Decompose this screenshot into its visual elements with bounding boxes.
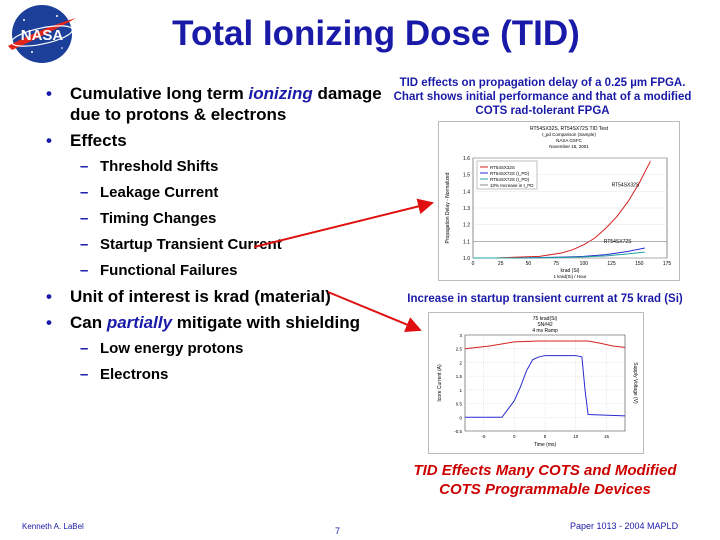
y-tick-label: 1.5 <box>463 173 470 179</box>
bullet-shielding: • Can partially mitigate with shielding <box>46 313 361 332</box>
series-line-voltage <box>464 340 626 350</box>
sub-bullet: – Threshold Shifts <box>80 158 219 175</box>
slide-title: Total Ionizing Dose (TID) <box>172 14 580 53</box>
bullet-list: • Cumulative long term ionizing damage d… <box>38 83 383 390</box>
y-tick-label: 3 <box>459 333 462 338</box>
x-tick-label: 75 <box>553 261 559 267</box>
bullet-effects: • Effects <box>46 131 127 150</box>
y-tick-label: 2 <box>459 360 462 365</box>
sub-bullet: – Electrons <box>80 366 169 383</box>
annotation-label: RT54SX32S <box>612 182 640 188</box>
sub-bullet: – Startup Transient Current <box>80 236 282 253</box>
y-axis-label: Icore Current (A) <box>437 364 443 402</box>
y-tick-label: 1.3 <box>463 206 470 212</box>
series-line-1 <box>473 161 651 259</box>
y-axis-label-2: Supply Voltage (V) <box>632 362 638 404</box>
chart-title: RT54SX32S, RT54SX72S TID Test <box>530 126 609 132</box>
y-tick-label: 1.1 <box>463 239 470 245</box>
x-axis-label-2: 1 krad(Si) / Hour <box>553 274 587 279</box>
y-tick-label: 1.5 <box>456 374 463 379</box>
footer-page-number: 7 <box>335 526 341 536</box>
x-tick-label: 0 <box>472 261 475 267</box>
legend-label: RT54SX72S (t_PD) <box>490 177 530 182</box>
y-tick-label: 1.2 <box>463 223 470 229</box>
x-tick-label: 175 <box>663 261 672 267</box>
x-axis-label: Time (ms) <box>534 442 557 448</box>
x-tick-label: 125 <box>607 261 616 267</box>
footer-paper: Paper 1013 - 2004 MAPLD <box>570 521 679 531</box>
x-tick-label: -5 <box>481 434 485 439</box>
y-tick-label: -0.5 <box>454 429 462 434</box>
legend-box <box>476 160 538 190</box>
legend-label: RT54SX72S (t_PD) <box>490 171 530 176</box>
series-line-3 <box>473 251 645 259</box>
sub-bullet: – Low energy protons <box>80 340 244 357</box>
y-tick-label: 1.4 <box>463 189 470 195</box>
x-tick-label: 25 <box>498 261 504 267</box>
legend-label: RT54SX32S <box>490 165 515 170</box>
x-tick-label: 15 <box>604 434 610 439</box>
y-tick-label: 1 <box>459 388 462 393</box>
footer-author: Kenneth A. LaBel <box>22 522 84 531</box>
legend-label: 10% Increase in t_PD <box>490 183 534 188</box>
sub-bullet: – Leakage Current <box>80 184 219 201</box>
bullet-ionizing: • Cumulative long term ionizing damage d… <box>46 84 382 124</box>
x-tick-label: 5 <box>544 434 547 439</box>
y-tick-label: 2.5 <box>456 347 463 352</box>
series-line-current <box>465 355 626 418</box>
x-tick-label: 100 <box>580 261 589 267</box>
sub-bullet: – Timing Changes <box>80 210 217 227</box>
chart-subtitle: t_pd Comparison (Sample) <box>542 132 596 137</box>
y-tick-label: 0 <box>459 415 462 420</box>
sub-bullet: – Functional Failures <box>80 262 238 279</box>
chart-title: 75 krad(Si) <box>533 316 558 322</box>
svg-text:NASA: NASA <box>21 27 64 44</box>
caption-propagation-delay: TID effects on propagation delay of a 0.… <box>393 77 692 117</box>
propagation-delay-chart: RT54SX32S, RT54SX72S TID Test t_pd Compar… <box>438 121 680 281</box>
chart-subtitle: 4 ms Ramp <box>532 328 558 334</box>
y-tick-label: 0.5 <box>456 402 463 407</box>
x-tick-label: 0 <box>513 434 516 439</box>
x-tick-label: 10 <box>573 434 579 439</box>
y-tick-label: 1.0 <box>463 256 470 262</box>
x-tick-label: 150 <box>635 261 644 267</box>
x-axis-label: krad (Si) <box>561 268 580 274</box>
annotation-label: RT54SX72S <box>604 239 632 245</box>
startup-transient-chart: 75 krad(Si) SN#42 4 ms Ramp -0.5 0 0.5 1 1.5 2 2.… <box>428 312 644 454</box>
y-tick-label: 1.6 <box>463 156 470 162</box>
y-axis-label: Propagation Delay - Normalized <box>445 172 451 243</box>
caption-startup-transient: Increase in startup transient current at… <box>407 293 683 305</box>
chart-subtitle: November 15, 2001 <box>549 144 589 149</box>
nasa-logo: NASA <box>2 2 82 66</box>
caption-tid-effects: TID Effects Many COTS and Modified COTS … <box>413 462 677 498</box>
chart-subtitle: NASA GSFC <box>556 138 583 143</box>
chart-subtitle: SN#42 <box>537 322 553 328</box>
x-tick-label: 50 <box>526 261 532 267</box>
bullet-krad: • Unit of interest is krad (material) <box>46 287 331 306</box>
